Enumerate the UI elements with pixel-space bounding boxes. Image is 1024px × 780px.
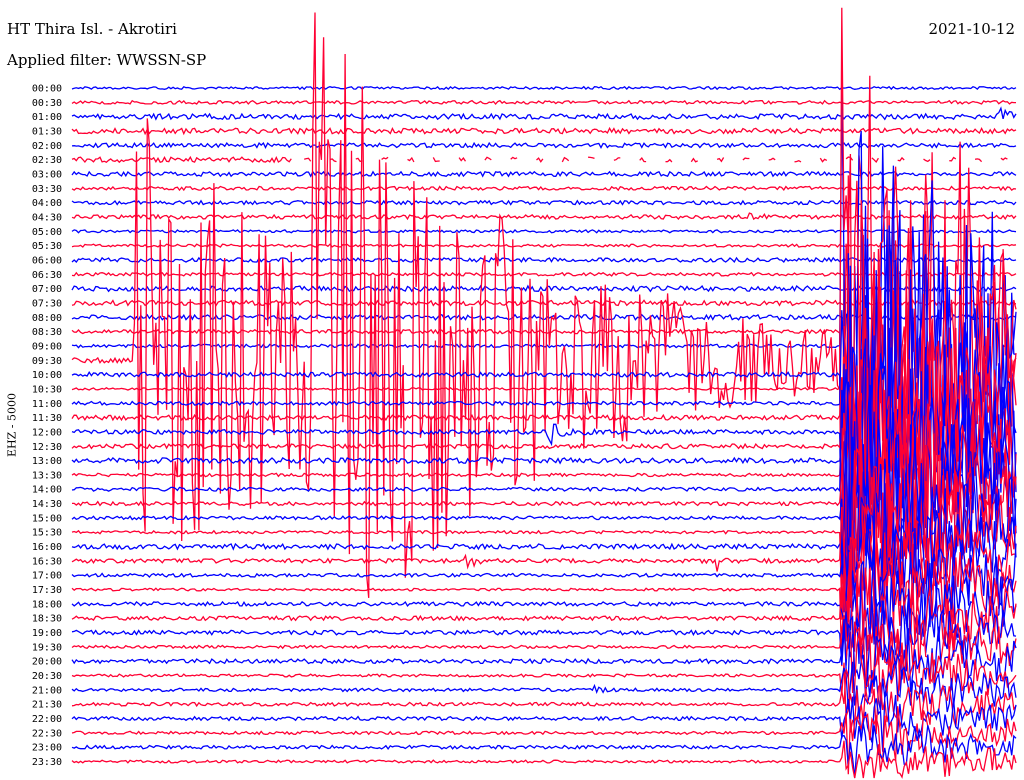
row-time-label: 01:30 <box>32 126 62 137</box>
trace-line <box>71 520 1017 667</box>
trace-line <box>71 367 1017 591</box>
row-time-label: 23:30 <box>32 757 62 768</box>
row-time-label: 00:30 <box>32 98 62 109</box>
row-time-label: 15:30 <box>32 528 62 539</box>
trace-line <box>71 548 1017 676</box>
row-time-label: 11:00 <box>32 399 62 410</box>
row-time-label: 17:30 <box>32 585 62 596</box>
trace-line <box>71 85 1017 91</box>
row-time-label: 02:00 <box>32 141 62 152</box>
trace-line <box>71 740 1017 779</box>
row-time-label: 07:30 <box>32 298 62 309</box>
row-time-label: 23:00 <box>32 743 62 754</box>
row-time-label: 08:00 <box>32 313 62 324</box>
trace-line <box>71 155 1008 164</box>
row-time-label: 09:00 <box>32 341 62 352</box>
row-time-label: 21:00 <box>32 685 62 696</box>
row-time-label: 05:30 <box>32 241 62 252</box>
trace-line <box>71 668 1017 735</box>
trace-line <box>71 170 1017 178</box>
row-time-label: 16:30 <box>32 556 62 567</box>
row-time-label: 22:00 <box>32 714 62 725</box>
row-time-label: 20:30 <box>32 671 62 682</box>
row-time-label: 03:30 <box>32 184 62 195</box>
row-time-label: 03:00 <box>32 169 62 180</box>
row-time-label: 22:30 <box>32 728 62 739</box>
row-time-label: 16:00 <box>32 542 62 553</box>
row-time-label: 19:30 <box>32 642 62 653</box>
row-time-label: 18:30 <box>32 614 62 625</box>
trace-line <box>71 126 1017 136</box>
trace-line <box>71 706 1017 775</box>
trace-line <box>71 615 1017 697</box>
row-time-label: 20:00 <box>32 657 62 668</box>
row-time-label: 09:30 <box>32 356 62 367</box>
row-time-label: 17:00 <box>32 571 62 582</box>
row-time-label: 10:00 <box>32 370 62 381</box>
row-time-label: 01:00 <box>32 112 62 123</box>
row-time-label: 08:30 <box>32 327 62 338</box>
trace-line <box>71 690 1017 752</box>
row-time-label: 06:30 <box>32 270 62 281</box>
trace-line <box>72 412 1017 608</box>
trace-line <box>71 723 1017 779</box>
trace-line <box>71 614 1017 694</box>
row-time-label: 21:30 <box>32 700 62 711</box>
station-title: HT Thira Isl. - Akrotiri <box>7 20 177 38</box>
trace-line <box>71 548 1017 666</box>
row-time-label: 19:00 <box>32 628 62 639</box>
row-time-label: 05:00 <box>32 227 62 238</box>
trace-line <box>71 99 1016 105</box>
row-time-label: 18:00 <box>32 599 62 610</box>
trace-line <box>71 106 1017 121</box>
row-time-label: 13:00 <box>32 456 62 467</box>
row-time-label: 15:00 <box>32 513 62 524</box>
trace-line <box>71 504 1017 649</box>
trace-line <box>71 430 1017 605</box>
trace-line <box>71 141 1017 149</box>
row-time-label: 02:30 <box>32 155 62 166</box>
trace-line <box>71 450 1017 631</box>
row-time-label: 14:30 <box>32 499 62 510</box>
trace-line <box>71 632 1017 717</box>
filter-label: Applied filter: WWSSN-SP <box>7 51 207 69</box>
row-time-label: 04:30 <box>32 212 62 223</box>
row-time-label: 12:00 <box>32 427 62 438</box>
row-time-label: 12:30 <box>32 442 62 453</box>
row-time-label: 04:00 <box>32 198 62 209</box>
record-date: 2021-10-12 <box>928 20 1015 38</box>
row-time-label: 14:00 <box>32 485 62 496</box>
row-time-label: 06:00 <box>32 255 62 266</box>
row-time-label: 13:30 <box>32 470 62 481</box>
row-time-label: 00:00 <box>32 84 62 95</box>
row-time-label: 10:30 <box>32 384 62 395</box>
row-time-label: 11:30 <box>32 413 62 424</box>
trace-line <box>71 588 1017 676</box>
row-time-label: 07:00 <box>32 284 62 295</box>
